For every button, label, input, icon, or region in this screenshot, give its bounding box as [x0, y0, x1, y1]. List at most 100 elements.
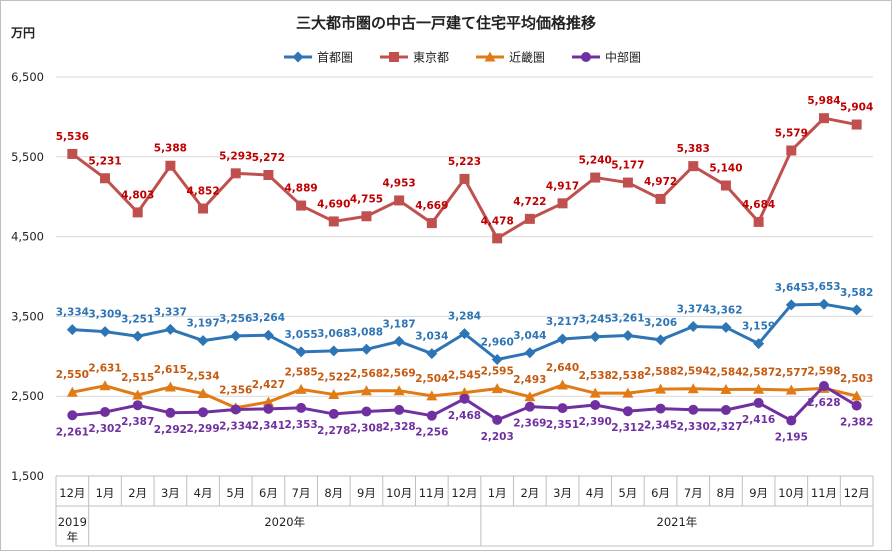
data-label: 5,536	[56, 131, 89, 143]
data-point	[720, 405, 731, 416]
data-point	[589, 387, 601, 398]
data-label: 5,140	[709, 163, 742, 175]
data-point	[393, 335, 405, 347]
data-label: 2,203	[481, 431, 514, 443]
data-point	[622, 177, 633, 188]
data-point	[590, 172, 601, 183]
data-label: 3,068	[317, 328, 350, 340]
data-label: 2,504	[415, 373, 448, 385]
x-tick-label: 10月	[386, 486, 412, 500]
data-point	[851, 400, 862, 411]
x-tick-label: 2月	[520, 486, 539, 500]
data-label: 2,369	[513, 418, 546, 430]
data-label: 2,299	[186, 423, 219, 435]
data-label: 2,588	[644, 366, 677, 378]
data-label: 5,383	[677, 143, 710, 155]
data-label: 4,972	[644, 176, 677, 188]
data-point	[786, 145, 797, 156]
data-point	[295, 346, 307, 358]
data-point	[328, 388, 340, 399]
data-point	[851, 304, 863, 316]
data-label: 3,582	[840, 287, 873, 299]
data-point	[557, 333, 569, 345]
data-label: 2,538	[579, 370, 612, 382]
x-tick-label: 11月	[811, 486, 837, 500]
data-label: 5,177	[611, 160, 644, 172]
data-point	[688, 404, 699, 415]
data-point	[230, 404, 241, 415]
data-point	[491, 383, 503, 394]
data-point	[262, 396, 274, 407]
data-label: 4,478	[481, 215, 514, 227]
data-label: 2,351	[546, 419, 579, 431]
x-tick-label: 7月	[684, 486, 703, 500]
data-label: 5,904	[840, 102, 873, 114]
data-point	[753, 338, 765, 350]
data-label: 5,231	[88, 155, 121, 167]
data-label: 2,382	[840, 417, 873, 429]
data-point	[99, 380, 111, 391]
data-label: 2,468	[448, 410, 481, 422]
data-label: 2,615	[154, 364, 187, 376]
unit-label: 万円	[10, 26, 35, 40]
data-label: 2,334	[219, 420, 252, 432]
data-label: 2,534	[186, 370, 219, 382]
data-point	[132, 389, 144, 400]
data-label: 2,308	[350, 423, 383, 435]
data-point	[688, 161, 699, 172]
data-label: 3,044	[513, 330, 546, 342]
y-tick-label: 1,500	[11, 469, 44, 483]
y-axis: 1,500 2,500 3,500 4,500 5,500 6,500	[11, 70, 44, 483]
x-tick-label: 8月	[324, 486, 343, 500]
data-label: 2,312	[611, 422, 644, 434]
data-point	[164, 323, 176, 335]
y-tick-label: 6,500	[11, 70, 44, 84]
data-point	[361, 211, 372, 222]
data-point	[230, 330, 242, 342]
data-point	[492, 414, 503, 425]
data-point	[785, 299, 797, 311]
x-tick-label: 3月	[161, 486, 180, 500]
data-label: 2,292	[154, 424, 187, 436]
data-label: 3,034	[415, 331, 448, 343]
x-tick-label: 12月	[451, 486, 477, 500]
data-label: 2,341	[252, 420, 285, 432]
data-point	[197, 387, 209, 398]
y-tick-label: 2,500	[11, 389, 44, 403]
x-tick-label: 10月	[778, 486, 804, 500]
x-tick-label: 1月	[488, 486, 507, 500]
data-label: 3,337	[154, 306, 187, 318]
data-label: 2,577	[775, 367, 808, 379]
data-label: 2,302	[88, 423, 121, 435]
data-label: 2,195	[775, 432, 808, 444]
data-point	[197, 335, 209, 347]
data-label: 3,653	[807, 281, 840, 293]
legend-marker	[581, 52, 591, 62]
data-point	[296, 402, 307, 413]
legend-label: 東京都	[413, 51, 449, 65]
data-point	[851, 390, 863, 401]
year-label: 2019 年	[58, 515, 87, 544]
data-point	[557, 198, 568, 209]
data-label: 2,353	[284, 419, 317, 431]
data-label: 4,690	[317, 198, 350, 210]
data-point	[132, 400, 143, 411]
legend-label: 中部圏	[605, 50, 641, 65]
data-point	[655, 334, 667, 346]
data-label: 4,953	[383, 177, 416, 189]
data-label: 2,960	[481, 336, 514, 348]
data-label: 5,579	[775, 127, 808, 139]
data-point	[230, 168, 241, 179]
data-label: 2,587	[742, 366, 775, 378]
x-tick-label: 5月	[618, 486, 637, 500]
x-tick-label: 5月	[226, 486, 245, 500]
x-tick-label: 12月	[59, 486, 85, 500]
data-label: 3,206	[644, 317, 677, 329]
data-label: 2,631	[88, 363, 121, 375]
data-label: 2,550	[56, 369, 89, 381]
data-label: 2,568	[350, 368, 383, 380]
data-point	[165, 407, 176, 418]
